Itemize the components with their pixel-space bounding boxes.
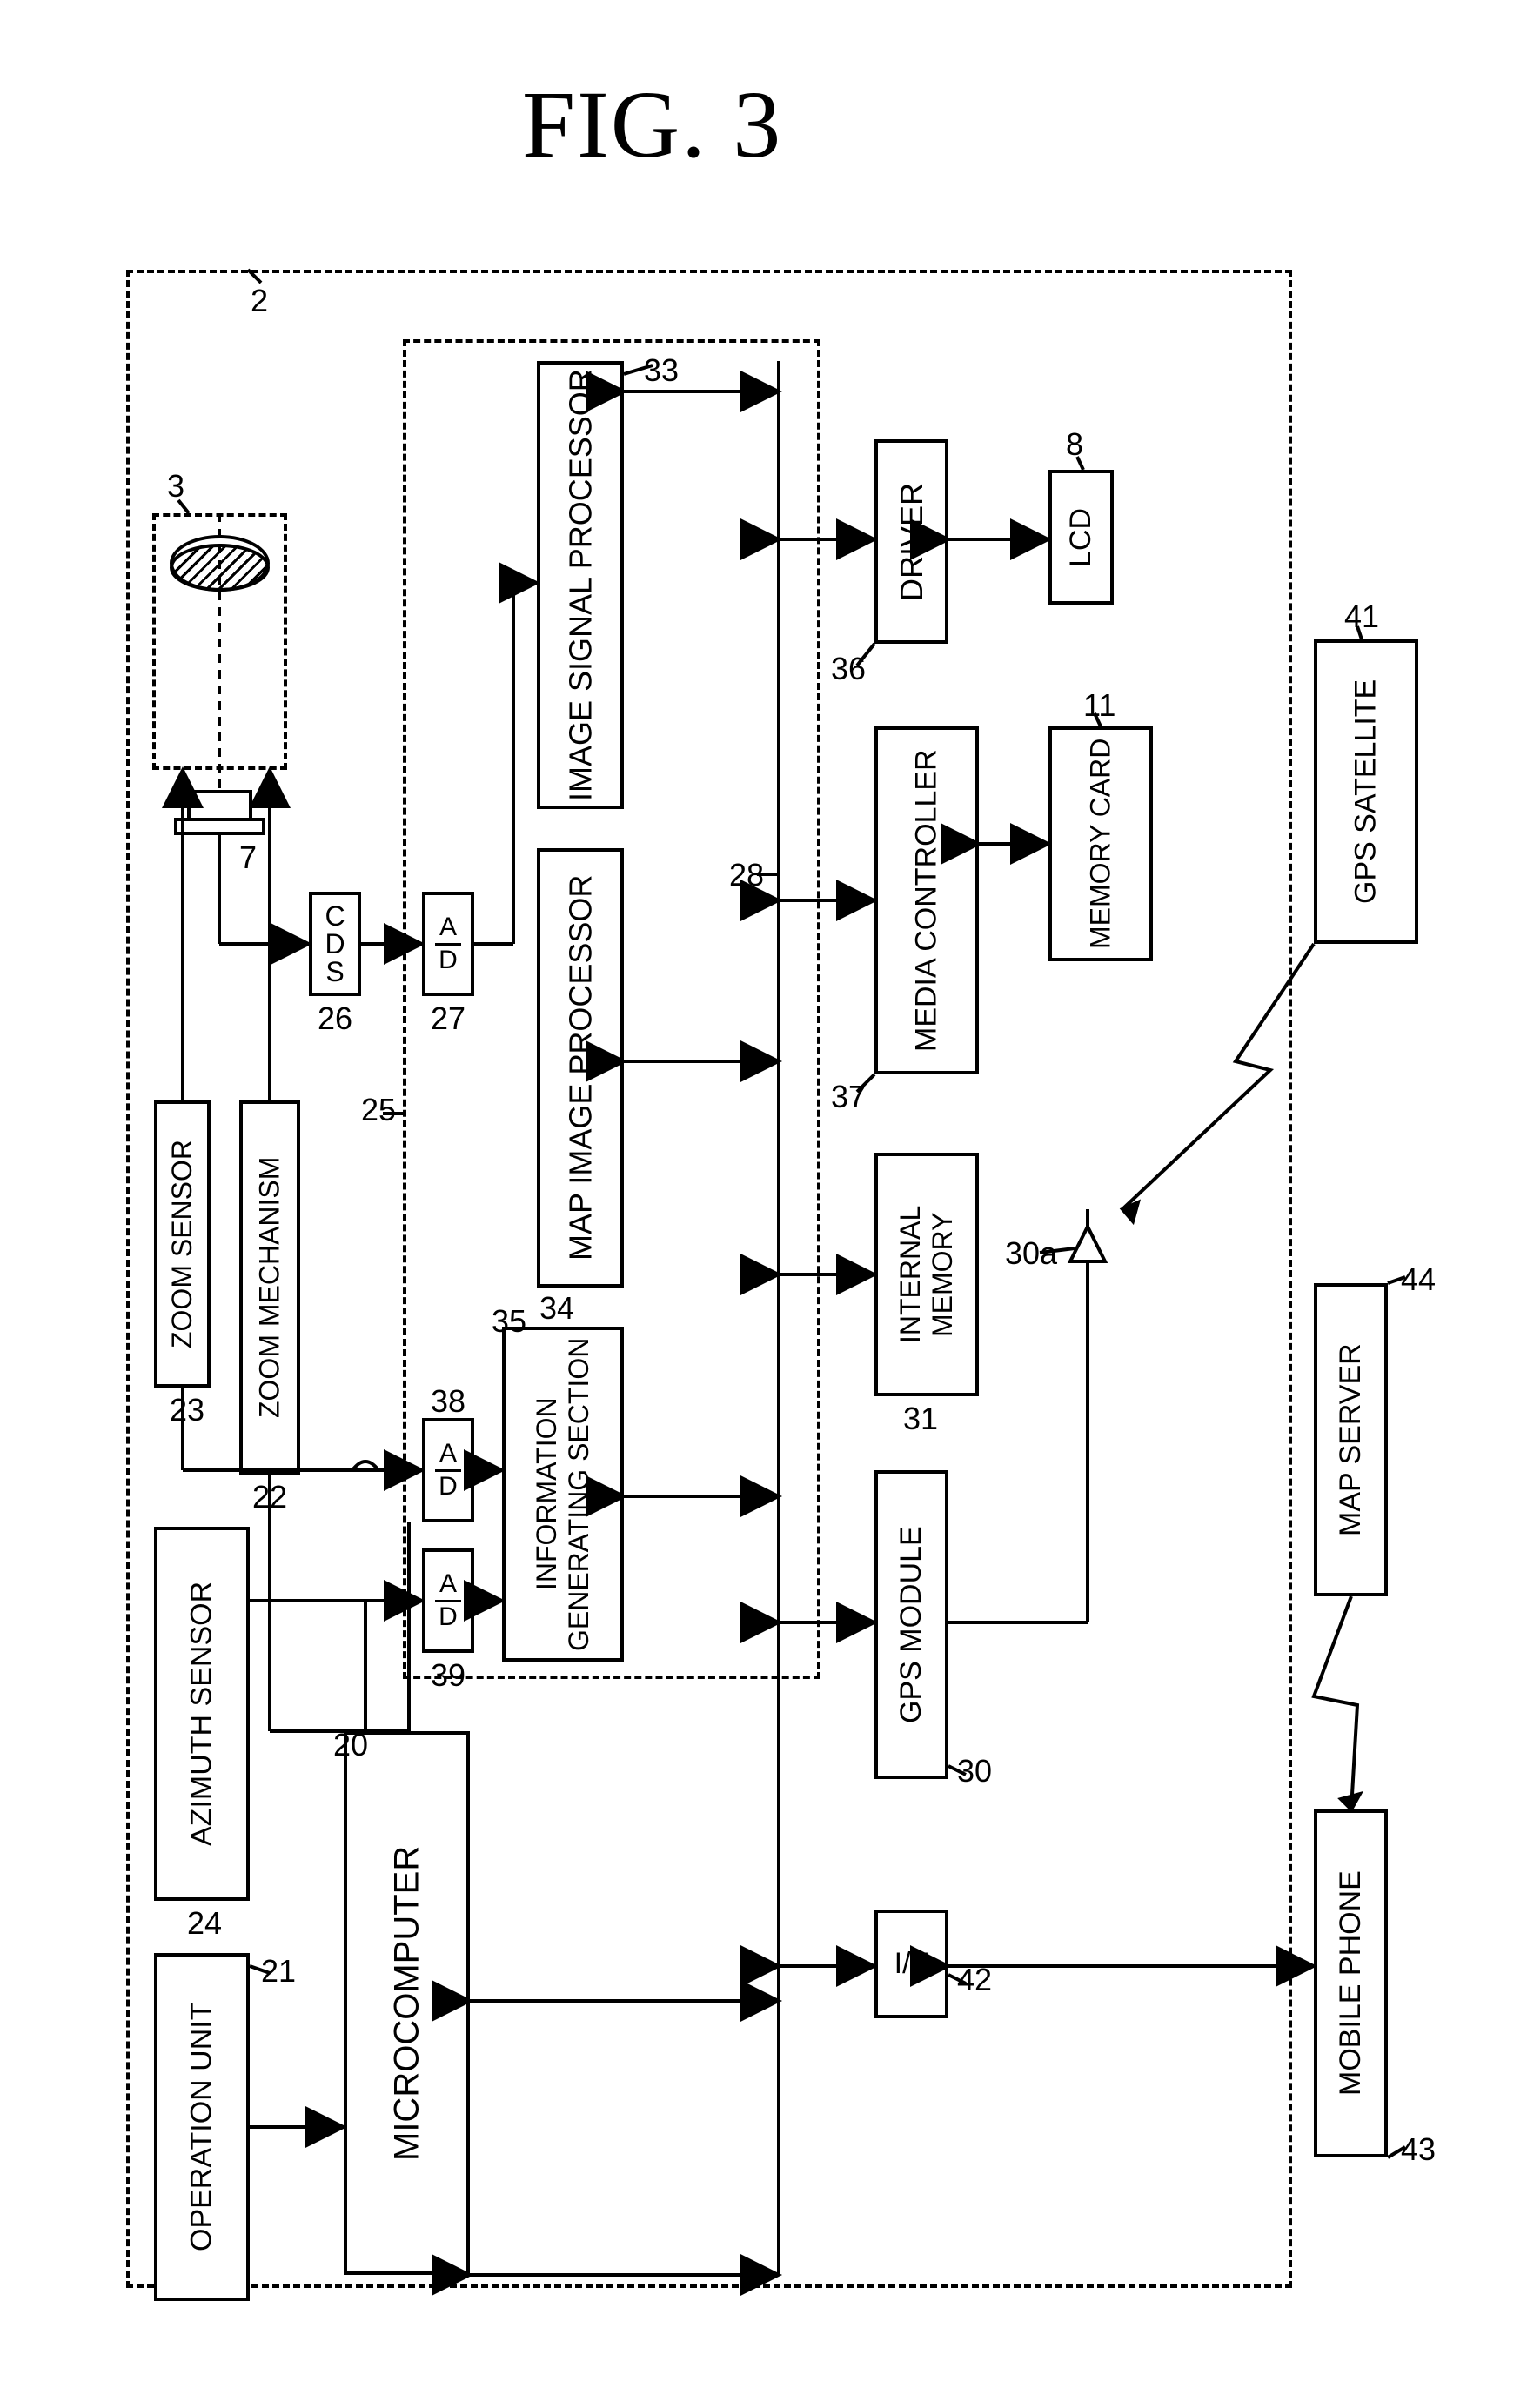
ref-24: 24 — [187, 1905, 222, 1942]
ref-25: 25 — [361, 1092, 396, 1128]
ref-11: 11 — [1083, 687, 1115, 724]
ref-31: 31 — [903, 1401, 938, 1437]
cds-block: CDS — [309, 892, 361, 996]
ref-41: 41 — [1344, 599, 1379, 635]
image-sensor — [187, 790, 252, 821]
memory-card-block: MEMORY CARD — [1048, 726, 1153, 961]
mobile-phone-block: MOBILE PHONE — [1314, 1809, 1388, 2157]
ref-7: 7 — [239, 839, 257, 876]
ref-26: 26 — [318, 1000, 352, 1037]
ref-22: 22 — [252, 1479, 287, 1515]
ref-35: 35 — [492, 1303, 526, 1340]
isp-block: IMAGE SIGNAL PROCESSOR — [537, 361, 624, 809]
ref-38: 38 — [431, 1383, 465, 1420]
ref-21: 21 — [261, 1953, 296, 1990]
ref-33: 33 — [644, 352, 679, 389]
image-sensor-base — [174, 818, 265, 835]
ref-44: 44 — [1401, 1261, 1436, 1298]
ref-30: 30 — [957, 1753, 992, 1789]
media-ctrl-block: MEDIA CONTROLLER — [874, 726, 979, 1074]
operation-unit-block: OPERATION UNIT — [154, 1953, 250, 2301]
ref-23: 23 — [170, 1392, 204, 1428]
gps-satellite-block: GPS SATELLITE — [1314, 639, 1418, 944]
internal-mem-block: INTERNAL MEMORY — [874, 1153, 979, 1396]
ref-39: 39 — [431, 1657, 465, 1694]
zoom-mechanism-block: ZOOM MECHANISM — [239, 1100, 300, 1475]
zoom-sensor-block: ZOOM SENSOR — [154, 1100, 211, 1388]
driver-block: DRIVER — [874, 439, 948, 644]
ref-2: 2 — [251, 283, 268, 319]
gps-module-block: GPS MODULE — [874, 1470, 948, 1779]
ref-30a: 30a — [1005, 1235, 1057, 1272]
figure-page: FIG. 3 CDS AD AD AD IMAGE SIGNAL PROCESS… — [17, 17, 1527, 2391]
ref-28: 28 — [729, 857, 764, 893]
ref-42: 42 — [957, 1962, 992, 1998]
map-proc-block: MAP IMAGE PROCESSOR — [537, 848, 624, 1288]
if-block: I/F — [874, 1910, 948, 2018]
info-gen-block: INFORMATION GENERATING SECTION — [502, 1327, 624, 1662]
lcd-block: LCD — [1048, 470, 1114, 605]
figure-title: FIG. 3 — [522, 70, 782, 180]
azimuth-sensor-block: AZIMUTH SENSOR — [154, 1527, 250, 1901]
ref-43: 43 — [1401, 2131, 1436, 2168]
ref-27: 27 — [431, 1000, 465, 1037]
ref-36: 36 — [831, 651, 866, 687]
map-server-block: MAP SERVER — [1314, 1283, 1388, 1596]
ref-37: 37 — [831, 1079, 866, 1115]
microcomputer-block: MICROCOMPUTER — [344, 1731, 470, 2275]
ref-3: 3 — [167, 468, 184, 505]
ref-8: 8 — [1066, 426, 1083, 463]
ref-34: 34 — [539, 1290, 574, 1327]
lens-icon-shadow — [170, 535, 270, 592]
ref-20: 20 — [333, 1727, 368, 1763]
